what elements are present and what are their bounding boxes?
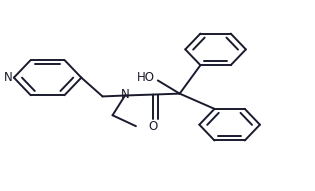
Text: N: N (121, 88, 129, 101)
Text: HO: HO (137, 70, 155, 83)
Text: N: N (4, 71, 13, 84)
Text: O: O (148, 120, 158, 133)
